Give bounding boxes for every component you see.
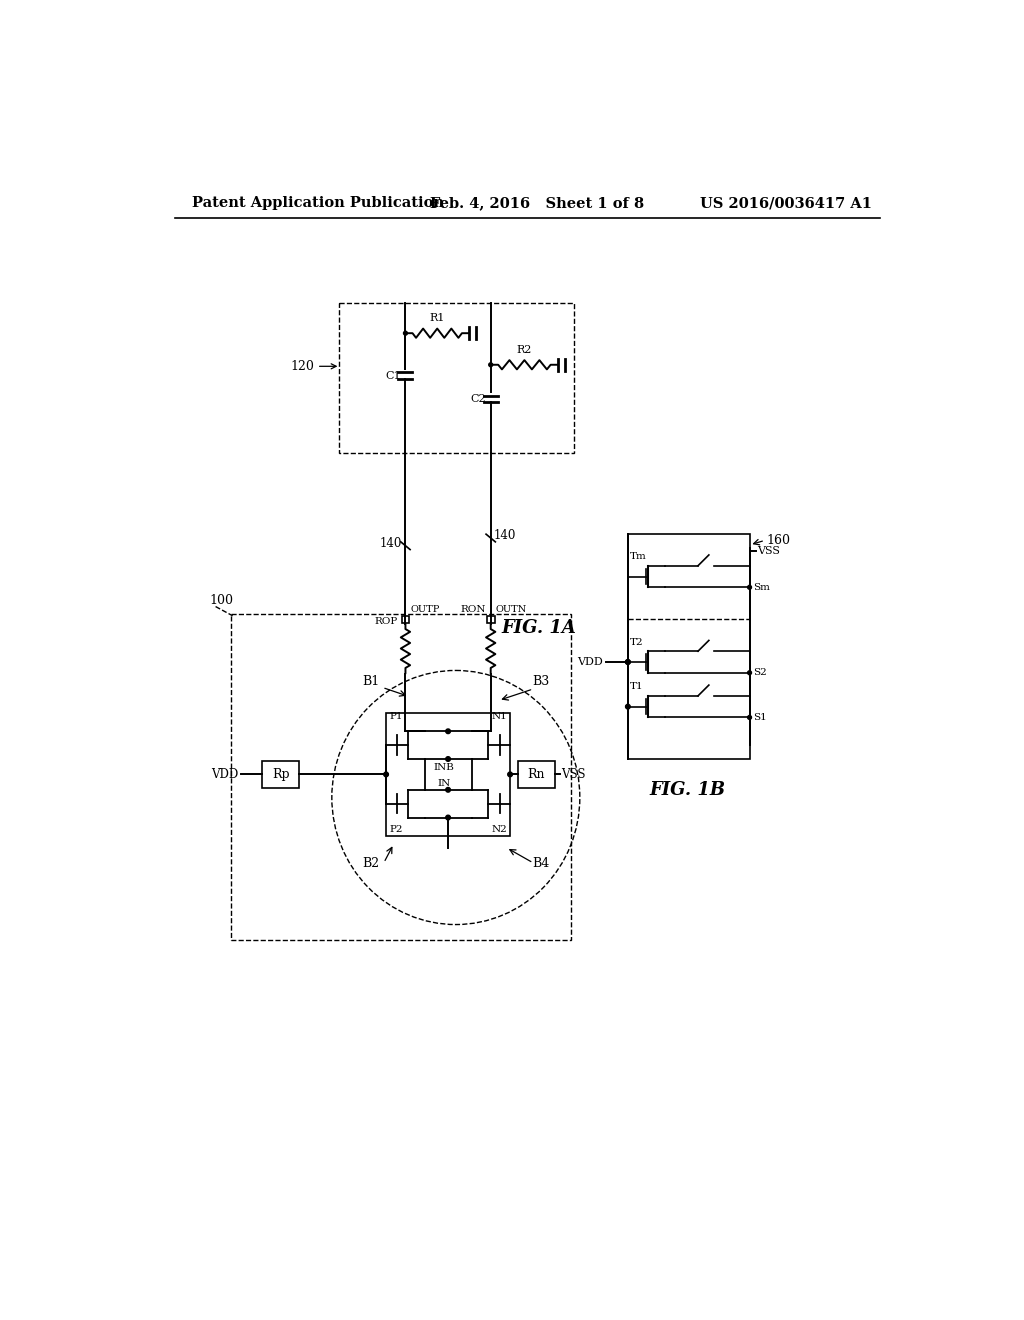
Text: INB: INB (434, 763, 455, 772)
Text: S2: S2 (753, 668, 766, 677)
Text: VSS: VSS (561, 768, 586, 781)
Text: N2: N2 (492, 825, 507, 834)
Circle shape (748, 715, 752, 719)
Text: OUTP: OUTP (410, 606, 439, 614)
Circle shape (748, 671, 752, 675)
Text: T1: T1 (630, 682, 643, 692)
Text: Rn: Rn (527, 768, 545, 781)
Circle shape (508, 772, 512, 776)
Text: 140: 140 (380, 537, 402, 550)
Circle shape (384, 772, 388, 776)
Text: IN: IN (437, 779, 451, 788)
Text: Sm: Sm (753, 583, 769, 591)
Text: R2: R2 (517, 345, 532, 355)
Text: P1: P1 (389, 711, 402, 721)
Text: R1: R1 (429, 313, 444, 323)
Text: VSS: VSS (758, 546, 780, 556)
Text: VDD: VDD (578, 657, 603, 667)
Text: P2: P2 (389, 825, 402, 834)
Text: ROP: ROP (375, 616, 397, 626)
Text: 120: 120 (290, 360, 336, 372)
Text: B1: B1 (361, 675, 379, 688)
Text: RON: RON (461, 606, 486, 614)
Text: 100: 100 (209, 594, 233, 607)
Circle shape (626, 705, 630, 709)
Text: FIG. 1A: FIG. 1A (502, 619, 577, 638)
Text: B4: B4 (532, 857, 550, 870)
Text: C2: C2 (470, 393, 486, 404)
Text: 140: 140 (494, 529, 516, 543)
Text: T2: T2 (630, 638, 643, 647)
Text: B2: B2 (362, 857, 379, 870)
Text: N1: N1 (492, 711, 507, 721)
Text: VDD: VDD (212, 768, 239, 781)
Text: US 2016/0036417 A1: US 2016/0036417 A1 (700, 197, 872, 210)
Text: B3: B3 (532, 675, 550, 688)
Circle shape (445, 816, 451, 820)
Text: Patent Application Publication: Patent Application Publication (191, 197, 443, 210)
Text: OUTN: OUTN (496, 606, 526, 614)
Text: 160: 160 (767, 533, 791, 546)
Circle shape (488, 363, 493, 367)
Circle shape (445, 788, 451, 792)
Circle shape (445, 756, 451, 762)
Circle shape (626, 660, 630, 664)
Circle shape (748, 585, 752, 589)
Text: Feb. 4, 2016   Sheet 1 of 8: Feb. 4, 2016 Sheet 1 of 8 (430, 197, 644, 210)
Circle shape (403, 331, 408, 335)
Text: C1: C1 (385, 371, 400, 380)
Circle shape (445, 729, 451, 734)
Text: Rp: Rp (271, 768, 290, 781)
Circle shape (626, 660, 630, 664)
Text: S1: S1 (753, 713, 766, 722)
Text: FIG. 1B: FIG. 1B (649, 781, 726, 799)
Text: Tm: Tm (630, 552, 646, 561)
